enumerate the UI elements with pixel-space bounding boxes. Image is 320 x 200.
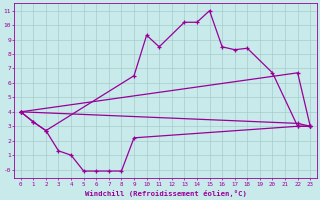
X-axis label: Windchill (Refroidissement éolien,°C): Windchill (Refroidissement éolien,°C) xyxy=(84,190,246,197)
